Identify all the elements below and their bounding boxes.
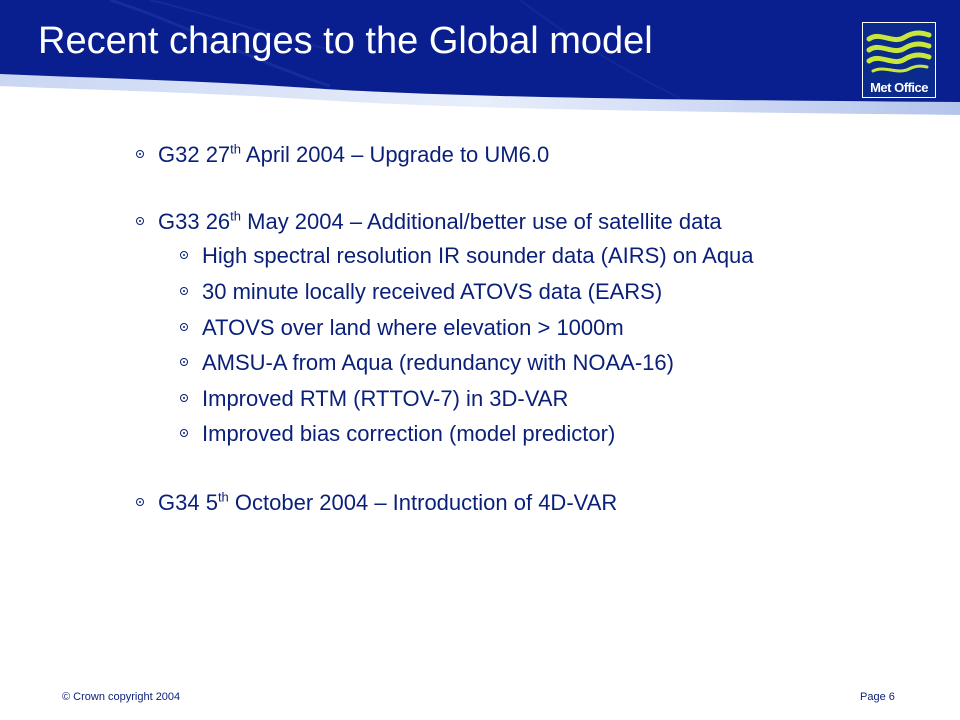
slide-title: Recent changes to the Global model (38, 20, 653, 62)
sub-bullet-text: Improved RTM (RTTOV-7) in 3D-VAR (202, 386, 569, 411)
bullet-text: May 2004 – Additional/better use of sate… (241, 209, 722, 234)
bullet-item: G33 26th May 2004 – Additional/better us… (136, 209, 722, 235)
sub-bullet-item: 30 minute locally received ATOVS data (E… (180, 279, 662, 305)
sub-bullet-item: ATOVS over land where elevation > 1000m (180, 315, 624, 341)
bullet-icon (180, 323, 188, 332)
sub-bullet-text: High spectral resolution IR sounder data… (202, 243, 754, 268)
bullet-icon (180, 251, 188, 260)
bullet-superscript: th (230, 141, 242, 157)
sub-bullet-text: Improved bias correction (model predicto… (202, 421, 616, 446)
bullet-text: October 2004 – Introduction of 4D-VAR (228, 490, 618, 515)
footer-page-number: Page 6 (860, 691, 895, 703)
sub-bullet-item: High spectral resolution IR sounder data… (180, 243, 754, 269)
bullet-text: April 2004 – Upgrade to UM6.0 (241, 142, 550, 167)
sub-bullet-item: AMSU-A from Aqua (redundancy with NOAA-1… (180, 350, 674, 376)
sub-bullet-item: Improved bias correction (model predicto… (180, 421, 615, 447)
sub-bullet-item: Improved RTM (RTTOV-7) in 3D-VAR (180, 386, 568, 412)
bullet-icon (180, 287, 188, 296)
sub-bullet-text: ATOVS over land where elevation > 1000m (202, 315, 624, 340)
sub-bullet-text: 30 minute locally received ATOVS data (E… (202, 279, 663, 304)
bullet-icon (180, 394, 188, 403)
wave-logo-icon (866, 30, 932, 73)
bullet-icon (136, 217, 144, 226)
bullet-icon (180, 358, 188, 367)
bullet-superscript: th (217, 489, 229, 505)
bullet-icon (136, 150, 144, 159)
sub-bullet-text: AMSU-A from Aqua (redundancy with NOAA-1… (202, 350, 674, 375)
header-wave-banner (0, 0, 960, 130)
bullet-icon (180, 429, 188, 438)
bullet-superscript: th (230, 208, 242, 224)
bullet-item: G34 5th October 2004 – Introduction of 4… (136, 490, 617, 516)
met-office-logo: Met Office (862, 22, 936, 98)
bullet-icon (136, 498, 144, 507)
logo-text: Met Office (870, 80, 928, 95)
footer-copyright: © Crown copyright 2004 (62, 691, 181, 703)
bullet-item: G32 27th April 2004 – Upgrade to UM6.0 (136, 142, 549, 168)
bullet-text: G32 27 (158, 142, 231, 167)
bullet-text: G34 5 (158, 490, 218, 515)
bullet-text: G33 26 (158, 209, 231, 234)
